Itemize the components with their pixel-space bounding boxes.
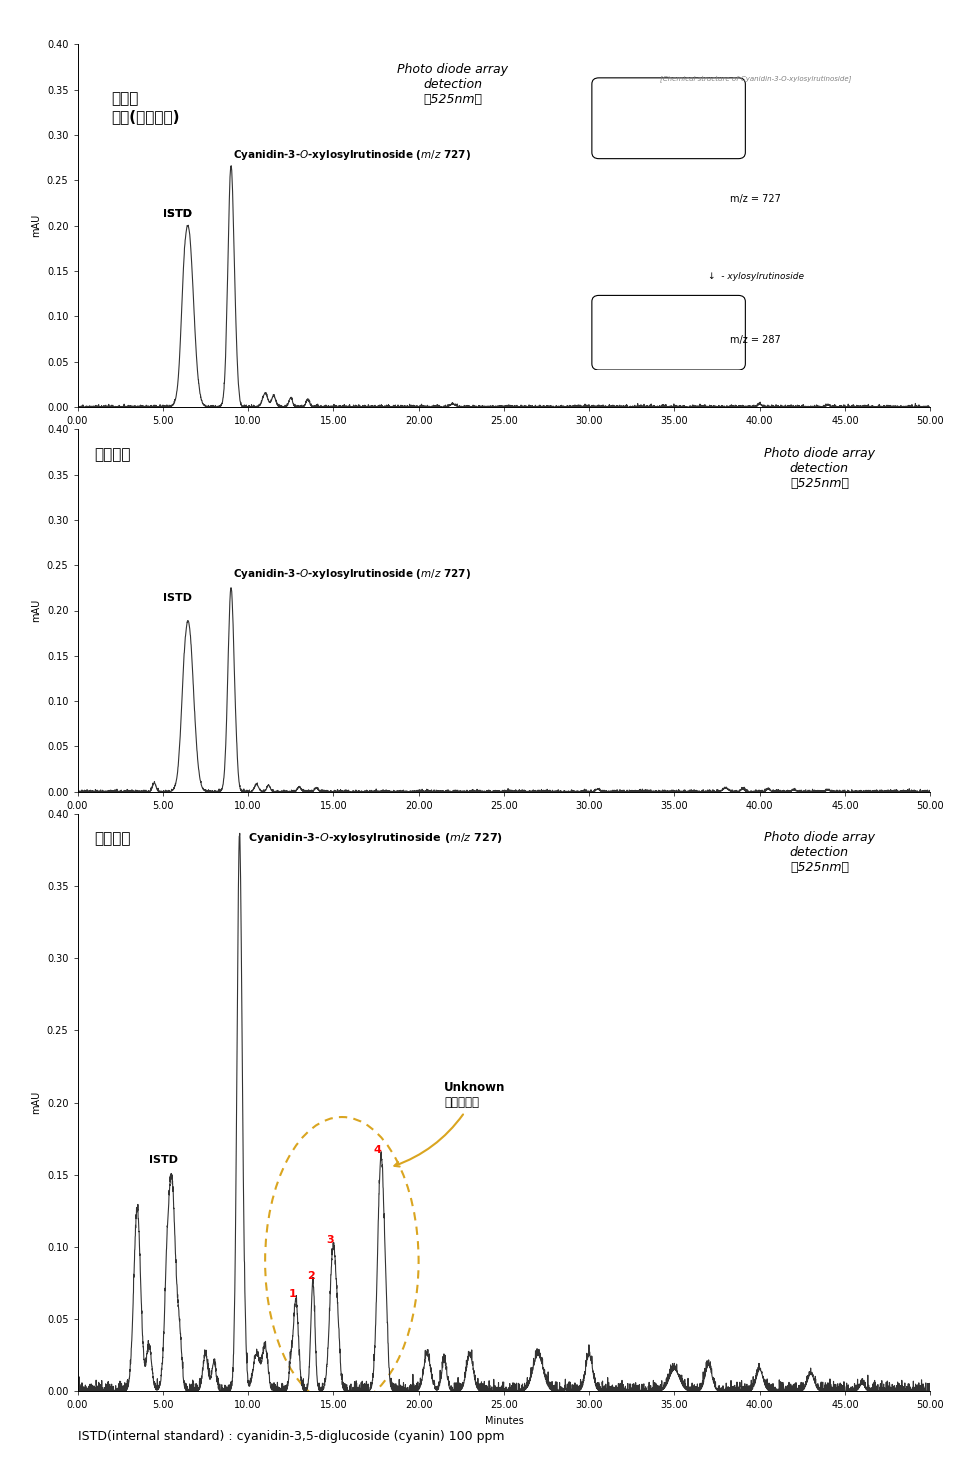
Text: 2: 2	[307, 1271, 315, 1280]
Text: Photo diode array
detection
〈525nm〉: Photo diode array detection 〈525nm〉	[397, 62, 508, 105]
Text: ISTD: ISTD	[163, 209, 192, 219]
Y-axis label: mAU: mAU	[31, 215, 42, 237]
X-axis label: Minutes: Minutes	[484, 432, 523, 441]
Text: Cyanidin-3-$O$-xylosylrutinoside ($m/z$ 727): Cyanidin-3-$O$-xylosylrutinoside ($m/z$ …	[233, 567, 471, 582]
Text: [Chemical structure of Cyanidin-3-O-xylosylrutinoside]: [Chemical structure of Cyanidin-3-O-xylo…	[660, 74, 852, 81]
Text: Cyanidin-3-$O$-xylosylrutinoside ($m/z$ 727): Cyanidin-3-$O$-xylosylrutinoside ($m/z$ …	[248, 832, 503, 845]
X-axis label: Minutes: Minutes	[484, 817, 523, 826]
Text: Photo diode array
detection
〈525nm〉: Photo diode array detection 〈525nm〉	[764, 832, 875, 875]
Text: 오미자청: 오미자청	[95, 832, 131, 847]
X-axis label: Minutes: Minutes	[484, 1416, 523, 1425]
FancyBboxPatch shape	[592, 296, 745, 370]
Text: 3: 3	[327, 1234, 333, 1245]
Text: Photo diode array
detection
〈525nm〉: Photo diode array detection 〈525nm〉	[764, 447, 875, 490]
Text: ISTD: ISTD	[149, 1156, 178, 1165]
Y-axis label: mAU: mAU	[31, 1091, 42, 1114]
Text: 오미자술: 오미자술	[95, 447, 131, 462]
Text: Cyanidin-3-$O$-xylosylrutinoside ($m/z$ 727): Cyanidin-3-$O$-xylosylrutinoside ($m/z$ …	[233, 148, 471, 163]
Text: 오미자
열매(건조시료): 오미자 열매(건조시료)	[111, 92, 180, 124]
Text: m/z = 287: m/z = 287	[731, 334, 781, 345]
Text: m/z = 727: m/z = 727	[731, 194, 781, 204]
Text: 1: 1	[289, 1289, 297, 1299]
Text: ISTD: ISTD	[163, 209, 192, 219]
Text: ↓  - xylosylrutinoside: ↓ - xylosylrutinoside	[707, 272, 804, 281]
Y-axis label: mAU: mAU	[31, 599, 42, 622]
FancyBboxPatch shape	[592, 78, 745, 158]
Text: 4: 4	[374, 1146, 382, 1154]
Text: Unknown
안토시아닌: Unknown 안토시아닌	[394, 1082, 506, 1166]
Text: ISTD(internal standard) : cyanidin-3,5-diglucoside (cyanin) 100 ppm: ISTD(internal standard) : cyanidin-3,5-d…	[78, 1430, 504, 1443]
Text: ISTD: ISTD	[163, 593, 192, 604]
